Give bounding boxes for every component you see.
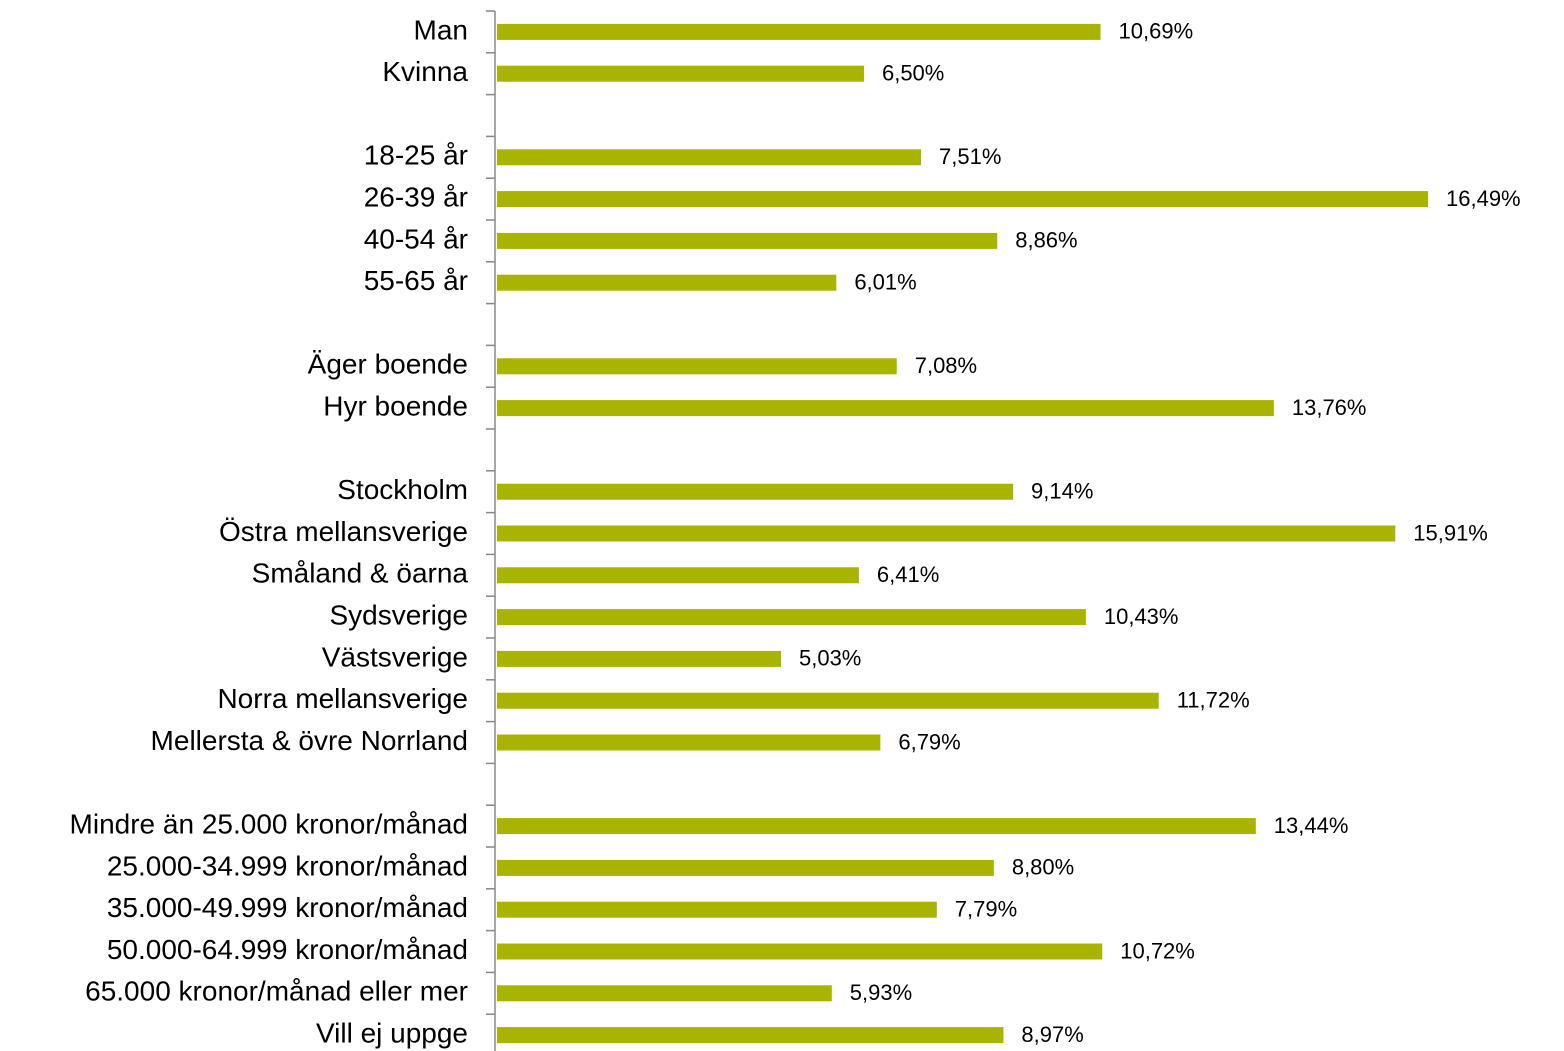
category-label: Västsverige [322, 641, 468, 672]
value-label: 8,97% [1021, 1022, 1083, 1047]
value-label: 5,03% [799, 646, 861, 671]
bar [497, 901, 937, 918]
bar [497, 609, 1086, 626]
value-label: 13,76% [1292, 395, 1367, 420]
value-label: 6,01% [854, 270, 916, 295]
bar [497, 692, 1159, 709]
value-label: 6,50% [882, 61, 944, 86]
bar [497, 400, 1274, 417]
bar [497, 232, 998, 249]
value-label: 6,79% [898, 729, 960, 754]
value-label: 11,72% [1177, 688, 1250, 713]
category-label: 55-65 år [364, 265, 468, 296]
category-label: 35.000-49.999 kronor/månad [107, 892, 468, 923]
category-label: Småland & öarna [252, 558, 469, 589]
category-label: Hyr boende [323, 390, 468, 421]
value-label: 16,49% [1446, 186, 1521, 211]
category-label: Vill ej uppge [316, 1017, 468, 1048]
category-label: Sydsverige [329, 599, 468, 630]
category-label: 18-25 år [364, 140, 468, 171]
bar [497, 985, 832, 1002]
bar [497, 1027, 1004, 1044]
bar [497, 650, 781, 667]
value-label: 10,43% [1104, 604, 1179, 629]
category-label: 65.000 kronor/månad eller mer [85, 976, 468, 1007]
bar [497, 358, 897, 375]
bar [497, 274, 837, 291]
category-label: Kvinna [382, 56, 468, 87]
bar [497, 483, 1014, 500]
bar [497, 191, 1428, 208]
value-label: 6,41% [877, 562, 939, 587]
bar [497, 943, 1103, 960]
value-label: 10,69% [1119, 19, 1194, 44]
bar [497, 65, 864, 82]
bar [497, 859, 994, 876]
value-label: 5,93% [850, 980, 912, 1005]
category-label: 26-39 år [364, 181, 468, 212]
value-label: 7,79% [955, 897, 1017, 922]
category-label: Stockholm [337, 474, 468, 505]
value-label: 9,14% [1031, 479, 1093, 504]
category-label: Man [414, 14, 468, 45]
value-label: 8,86% [1015, 228, 1077, 253]
value-label: 8,80% [1012, 855, 1074, 880]
category-label: 40-54 år [364, 223, 468, 254]
bar [497, 149, 922, 166]
value-label: 13,44% [1274, 813, 1349, 838]
bar [497, 23, 1101, 40]
value-label: 7,51% [939, 144, 1001, 169]
category-label: Mellersta & övre Norrland [151, 725, 468, 756]
category-label: 25.000-34.999 kronor/månad [107, 850, 468, 881]
bar [497, 734, 881, 751]
value-label: 10,72% [1120, 938, 1195, 963]
bar [497, 525, 1396, 542]
value-label: 15,91% [1413, 520, 1488, 545]
category-label: Mindre än 25.000 kronor/månad [70, 808, 468, 839]
category-label: Östra mellansverige [219, 516, 468, 547]
bar [497, 818, 1256, 835]
value-label: 7,08% [915, 353, 977, 378]
bar [497, 567, 859, 584]
category-label: 50.000-64.999 kronor/månad [107, 934, 468, 965]
category-label: Äger boende [308, 349, 468, 380]
category-label: Norra mellansverige [217, 683, 468, 714]
